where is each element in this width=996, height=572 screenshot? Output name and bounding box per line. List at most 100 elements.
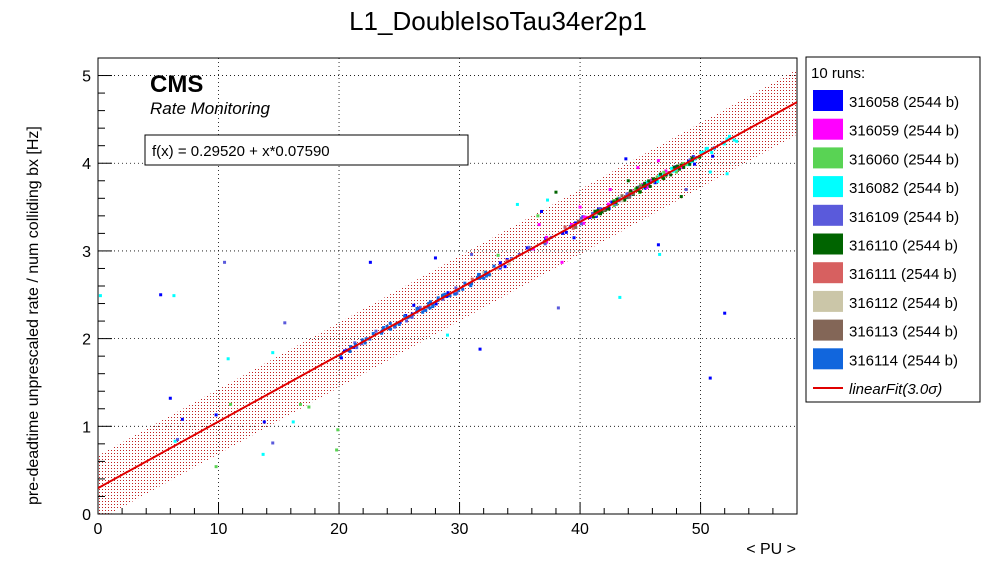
- data-point: [385, 324, 389, 328]
- x-tick-label: 20: [330, 521, 348, 538]
- data-point: [676, 164, 680, 168]
- data-point: [638, 184, 642, 188]
- data-point: [608, 188, 612, 192]
- data-point: [598, 212, 602, 216]
- legend-swatch: [813, 90, 843, 111]
- data-point: [262, 420, 266, 424]
- y-tick-label: 4: [82, 156, 91, 173]
- data-point: [424, 308, 428, 312]
- data-point: [556, 306, 560, 310]
- data-point: [631, 192, 635, 196]
- legend-swatch: [813, 319, 843, 341]
- data-point: [349, 345, 353, 349]
- data-point: [693, 162, 697, 166]
- data-point: [628, 195, 632, 199]
- data-point: [453, 292, 457, 296]
- data-point: [670, 166, 674, 170]
- data-point: [656, 159, 660, 163]
- data-point: [503, 265, 507, 269]
- data-point: [536, 214, 540, 218]
- data-point: [484, 274, 488, 278]
- data-point: [711, 154, 715, 158]
- data-point: [723, 311, 727, 315]
- data-point: [412, 303, 416, 307]
- data-point: [540, 209, 544, 213]
- data-point: [658, 172, 662, 176]
- data-point: [656, 243, 660, 247]
- data-point: [546, 198, 550, 202]
- data-point: [594, 213, 598, 217]
- data-point: [507, 262, 511, 266]
- data-point: [597, 211, 601, 215]
- data-point: [469, 284, 473, 288]
- data-point: [598, 207, 602, 211]
- data-point: [98, 294, 102, 298]
- data-point: [457, 288, 461, 292]
- data-point: [415, 308, 419, 312]
- data-point: [448, 294, 452, 298]
- data-point: [607, 207, 611, 211]
- data-point: [525, 246, 529, 250]
- data-point: [364, 337, 368, 341]
- legend-entry-label: 316114 (2544 b): [849, 352, 958, 369]
- cms-label: CMS: [150, 71, 203, 98]
- legend-entry-label: 316109 (2544 b): [849, 209, 959, 226]
- legend-swatch: [813, 118, 843, 140]
- data-point: [656, 180, 660, 184]
- data-point: [397, 322, 401, 326]
- data-point: [584, 215, 588, 219]
- legend-entry-label: 316058 (2544 b): [849, 94, 959, 111]
- data-point: [403, 314, 407, 318]
- data-point: [421, 310, 425, 314]
- data-point: [440, 294, 444, 298]
- data-point: [563, 225, 567, 229]
- data-point: [478, 347, 482, 351]
- data-point: [429, 300, 433, 304]
- data-point: [735, 139, 739, 143]
- data-point: [180, 417, 184, 421]
- data-point: [360, 338, 364, 342]
- data-point: [615, 197, 619, 201]
- data-point: [371, 332, 375, 336]
- data-point: [168, 396, 172, 400]
- data-point: [543, 242, 547, 246]
- data-point: [624, 157, 628, 161]
- data-point: [496, 253, 500, 257]
- data-point: [614, 202, 618, 206]
- data-point: [470, 277, 474, 281]
- data-point: [336, 428, 340, 432]
- data-point: [635, 186, 639, 190]
- data-point: [636, 166, 640, 170]
- data-point: [600, 210, 604, 214]
- data-point: [492, 264, 496, 268]
- x-axis-label: < PU >: [746, 541, 796, 558]
- data-point: [620, 194, 624, 198]
- data-point: [560, 260, 564, 264]
- x-tick-label: 50: [692, 521, 710, 538]
- data-point: [579, 216, 583, 220]
- data-point: [477, 273, 481, 277]
- data-point: [173, 439, 177, 443]
- data-point: [651, 177, 655, 181]
- data-point: [564, 230, 568, 234]
- data-point: [592, 214, 596, 218]
- data-point: [610, 200, 614, 204]
- data-point: [655, 175, 659, 179]
- data-point: [505, 259, 509, 263]
- data-point: [283, 321, 287, 325]
- data-point: [214, 465, 218, 469]
- data-point: [223, 260, 227, 264]
- data-point: [633, 187, 637, 191]
- data-point: [380, 331, 384, 335]
- data-point: [537, 223, 541, 227]
- data-point: [591, 211, 595, 215]
- data-point: [388, 321, 392, 325]
- cms-sublabel: Rate Monitoring: [150, 99, 271, 118]
- data-point: [688, 162, 692, 166]
- data-point: [574, 221, 578, 225]
- data-point: [339, 354, 343, 358]
- legend-entry-label: 316110 (2544 b): [849, 238, 958, 255]
- data-point: [653, 180, 657, 184]
- data-point: [648, 184, 652, 188]
